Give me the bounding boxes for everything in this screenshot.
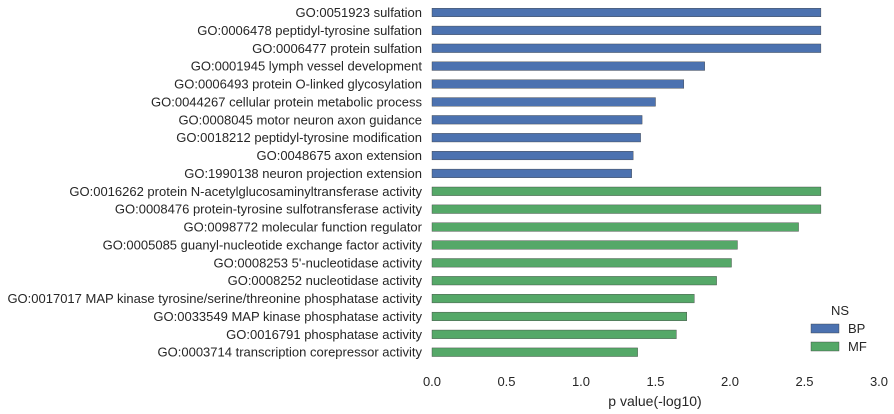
bar-bp xyxy=(431,7,822,18)
legend-title: NS xyxy=(831,303,849,318)
bar-mf xyxy=(431,204,822,214)
x-tick-label: 1.5 xyxy=(646,374,664,389)
x-tick-label: 0.0 xyxy=(423,374,441,389)
legend: NS BP MF xyxy=(810,303,867,354)
x-tick-label: 3.0 xyxy=(870,374,888,389)
legend-swatch-bp xyxy=(810,323,840,334)
x-tick-label: 2.0 xyxy=(721,374,739,389)
bar-mf xyxy=(431,311,687,321)
bar-mf xyxy=(431,347,638,357)
category-label: GO:0017017 MAP kinase tyrosine/serine/th… xyxy=(7,291,422,306)
bar-bp xyxy=(431,151,634,161)
category-label: GO:0051923 sulfation xyxy=(296,5,422,20)
legend-label-mf: MF xyxy=(848,339,867,354)
category-label: GO:0006478 peptidyl-tyrosine sulfation xyxy=(197,23,422,38)
category-label: GO:0006477 protein sulfation xyxy=(252,41,422,56)
bar-mf xyxy=(431,276,717,286)
bar-bp xyxy=(431,79,685,89)
category-label: GO:0003714 transcription corepressor act… xyxy=(158,345,423,360)
category-label: GO:0098772 molecular function regulator xyxy=(184,220,423,235)
category-label: GO:0006493 protein O-linked glycosylatio… xyxy=(174,77,422,92)
bar-mf xyxy=(431,294,695,304)
category-label: GO:0008253 5'-nucleotidase activity xyxy=(214,255,423,270)
bar-bp xyxy=(431,25,822,35)
bar-mf xyxy=(431,258,732,268)
category-label: GO:0008045 motor neuron axon guidance xyxy=(178,112,422,127)
x-axis-title: p value(-log10) xyxy=(608,393,701,409)
x-tick-label: 1.0 xyxy=(572,374,590,389)
bar-bp xyxy=(431,97,656,107)
category-label: GO:0008252 nucleotidase activity xyxy=(228,273,423,288)
category-label: GO:0044267 cellular protein metabolic pr… xyxy=(151,94,422,109)
category-label: GO:0048675 axon extension xyxy=(256,148,422,163)
x-tick-labels-group: 0.0 0.5 1.0 1.5 2.0 2.5 3.0 xyxy=(423,374,888,389)
bar-bp xyxy=(431,115,643,125)
category-label: GO:1990138 neuron projection extension xyxy=(184,166,422,181)
bar-mf xyxy=(431,240,738,250)
x-tick-label: 2.5 xyxy=(795,374,813,389)
bar-bp xyxy=(431,61,705,71)
category-label: GO:0016262 protein N-acetylglucosaminylt… xyxy=(69,184,422,199)
category-label: GO:0033549 MAP kinase phosphatase activi… xyxy=(153,309,422,324)
category-labels-group: GO:0051923 sulfation GO:0006478 peptidyl-… xyxy=(7,5,422,360)
bar-bp xyxy=(431,133,641,143)
legend-entries: BP MF xyxy=(810,321,867,354)
category-label: GO:0001945 lymph vessel development xyxy=(191,59,423,74)
category-label: GO:0016791 phosphatase activity xyxy=(226,327,422,342)
bar-bp xyxy=(431,168,632,178)
category-label: GO:0008476 protein-tyrosine sulfotransfe… xyxy=(115,202,423,217)
bar-bp xyxy=(431,43,822,53)
legend-swatch-mf xyxy=(810,341,840,352)
category-label: GO:0005085 guanyl-nucleotide exchange fa… xyxy=(103,237,423,252)
bar-mf xyxy=(431,222,799,232)
category-label: GO:0018212 peptidyl-tyrosine modificatio… xyxy=(176,130,422,145)
legend-label-bp: BP xyxy=(848,321,865,336)
bars-group xyxy=(431,7,822,357)
x-tick-label: 0.5 xyxy=(497,374,515,389)
bar-mf xyxy=(431,186,822,196)
bar-mf xyxy=(431,329,677,339)
